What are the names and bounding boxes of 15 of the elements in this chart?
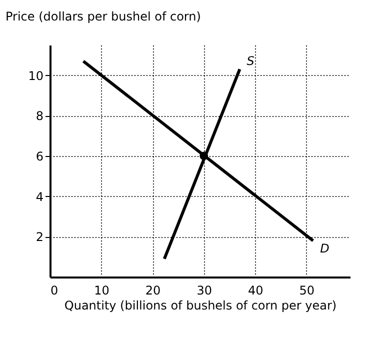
x-tick-label: 30 bbox=[196, 284, 212, 298]
x-tick-label: 40 bbox=[248, 284, 264, 298]
y-tick-label: 8 bbox=[36, 109, 44, 124]
x-tick-label: 10 bbox=[94, 284, 110, 298]
y-tick-label: 4 bbox=[36, 190, 44, 204]
x-axis-title: Quantity (billions of bushels of corn per year) bbox=[64, 298, 337, 312]
series-label: D bbox=[320, 242, 330, 256]
x-tick-label: 0 bbox=[50, 284, 58, 298]
y-axis-title: Price (dollars per bushel of corn) bbox=[6, 10, 201, 24]
y-tick-label: 10 bbox=[28, 68, 44, 83]
y-tick-label: 2 bbox=[36, 230, 44, 244]
y-tick-label: 6 bbox=[36, 149, 44, 164]
series-label: S bbox=[246, 54, 255, 68]
x-tick-label: 50 bbox=[299, 284, 315, 298]
x-tick-label: 20 bbox=[145, 284, 161, 298]
